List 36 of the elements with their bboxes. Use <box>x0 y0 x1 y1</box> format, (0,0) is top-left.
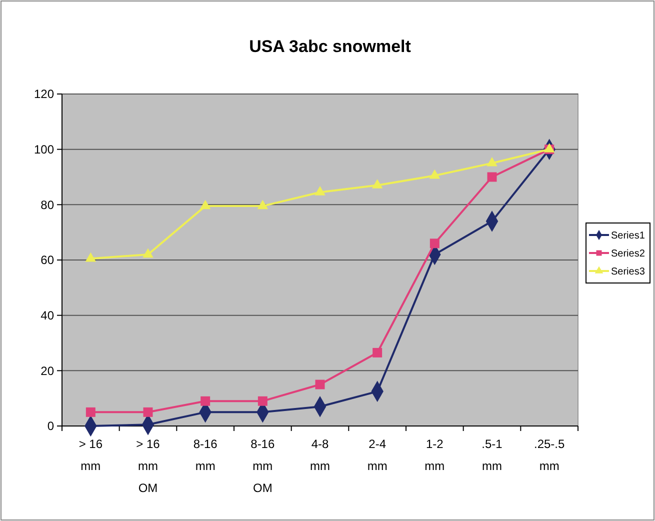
x-tick-label: .5-1 mm <box>482 437 503 473</box>
point <box>429 169 440 179</box>
point <box>257 200 268 210</box>
point <box>315 380 325 390</box>
point <box>142 248 154 258</box>
point <box>86 407 96 417</box>
point <box>487 172 497 182</box>
legend-label: Series1 <box>611 230 646 242</box>
x-tick-label: 1-2 mm <box>424 437 445 473</box>
point <box>200 200 211 210</box>
point <box>85 252 96 262</box>
point <box>200 396 210 406</box>
point <box>314 186 326 196</box>
x-tick-label: .25-.5 mm <box>534 437 565 473</box>
x-tick-label: 2-4 mm <box>367 437 388 473</box>
point <box>430 238 440 248</box>
point <box>486 156 498 166</box>
x-tick-label: > 16 mm <box>78 437 103 473</box>
legend-label: Series3 <box>611 266 646 278</box>
y-tick-label: 0 <box>47 419 54 434</box>
y-tick-label: 60 <box>40 253 54 268</box>
chart-title: USA 3abc snowmelt <box>249 37 412 56</box>
y-tick-label: 80 <box>40 198 54 212</box>
point <box>258 396 268 406</box>
x-tick-label: 4-8 mm <box>310 437 330 473</box>
x-tick-label: 8-16 mm OM <box>250 437 275 495</box>
y-tick-label: 20 <box>40 364 54 378</box>
x-tick-label: > 16 mm OM <box>136 437 160 495</box>
point <box>372 348 382 358</box>
point <box>372 179 383 188</box>
y-tick-label: 40 <box>40 308 54 323</box>
x-tick-label: 8-16 mm <box>193 437 218 473</box>
y-tick-label: 120 <box>34 87 54 102</box>
point <box>143 407 153 417</box>
y-tick-label: 100 <box>34 142 54 157</box>
legend-label: Series2 <box>611 248 646 260</box>
